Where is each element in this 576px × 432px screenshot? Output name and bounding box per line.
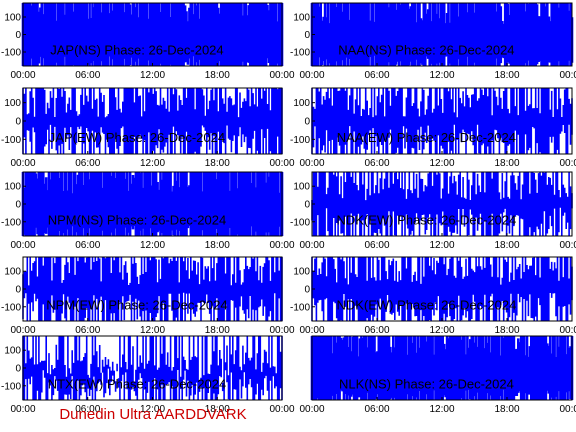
y-tick-label: -100 [1,135,21,146]
x-tick-label: 00:00 [10,404,35,415]
y-tick-label: 100 [293,13,310,24]
x-tick-label: 18:00 [205,70,230,81]
x-tick-label: 00:00 [269,404,294,415]
y-tick-label: -100 [1,48,21,59]
chart-panel-2: 100 0 -100 00:00 06:00 12:00 18:00 00:00 NAA(NS)… [290,2,576,81]
y-tick-label: 100 [4,13,21,24]
chart-panel-10: 00:00 06:00 12:00 18:00 00:00 NLK(NS) Phase: … [299,335,576,415]
x-tick-label: 12:00 [140,325,165,336]
plot-title: JAP(EW) Phase: 26-Dec-2024 [49,130,225,145]
y-tick-label: -100 [290,135,310,146]
x-tick-label: 06:00 [75,325,100,336]
x-tick-label: 00:00 [559,325,576,336]
x-tick-label: 00:00 [269,70,294,81]
x-tick-label: 00:00 [10,158,35,169]
x-tick-label: 18:00 [205,158,230,169]
x-tick-label: 12:00 [429,404,454,415]
plot-title: NTX(EW) Phase: 26-Dec-2024 [48,376,226,391]
x-tick-label: 06:00 [75,404,100,415]
x-tick-label: 18:00 [205,240,230,251]
x-tick-label: 18:00 [494,240,519,251]
x-tick-label: 12:00 [429,325,454,336]
x-tick-label: 12:00 [429,158,454,169]
plot-title: NDK(EW) Phase: 26-Dec-2024 [336,212,516,227]
x-tick-label: 00:00 [559,404,576,415]
plot-title: NAA(EW) Phase: 26-Dec-2024 [337,130,516,145]
x-tick-label: 12:00 [140,240,165,251]
y-tick-label: 100 [293,267,310,278]
x-tick-label: 18:00 [205,325,230,336]
y-tick-label: -100 [1,381,21,392]
plot-title: NPM(EW) Phase: 26-Dec-2024 [46,297,227,312]
x-tick-label: 00:00 [269,325,294,336]
x-tick-label: 00:00 [299,158,324,169]
y-tick-label: 100 [293,182,310,193]
x-tick-label: 00:00 [559,70,576,81]
x-tick-label: 18:00 [494,158,519,169]
plot-title: NPM(NS) Phase: 26-Dec-2024 [48,212,226,227]
footer-text: Dunedin Ultra AARDDVARK [59,406,246,423]
y-tick-label: -100 [290,217,310,228]
chart-panel-6: 100 0 -100 00:00 06:00 12:00 18:00 00:00 NDK(EW)… [290,171,576,251]
chart-panel-1: 100 0 -100 00:00 06:00 12:00 18:00 00:00 JAP(NS)… [1,2,295,81]
x-tick-label: 18:00 [205,404,230,415]
x-tick-label: 00:00 [299,240,324,251]
y-tick-label: 100 [293,98,310,109]
y-tick-label: 0 [15,117,21,128]
y-tick-label: 100 [4,98,21,109]
y-tick-label: 0 [15,285,21,296]
chart-panel-4: 100 0 -100 00:00 06:00 12:00 18:00 00:00 NAA(EW)… [290,87,576,169]
x-tick-label: 18:00 [494,325,519,336]
x-tick-label: 00:00 [299,70,324,81]
x-tick-label: 00:00 [269,158,294,169]
x-tick-label: 00:00 [559,158,576,169]
x-tick-label: 00:00 [299,404,324,415]
y-tick-label: 0 [15,200,21,211]
y-tick-label: 0 [304,200,310,211]
y-tick-label: 100 [4,182,21,193]
plot-title: JAP(NS) Phase: 26-Dec-2024 [50,43,223,58]
y-tick-label: -100 [1,217,21,228]
chart-panel-7: 100 0 -100 00:00 06:00 12:00 18:00 00:00 NPM(EW)… [1,256,295,336]
x-tick-label: 06:00 [364,325,389,336]
plot-title: NAA(NS) Phase: 26-Dec-2024 [338,43,514,58]
chart-panel-9: 100 0 -100 00:00 06:00 12:00 18:00 00:00 NTX(EW)… [1,335,295,415]
y-tick-label: 0 [15,30,21,41]
chart-panel-8: 100 0 -100 00:00 06:00 12:00 18:00 00:00 NDK(EW)… [290,256,576,336]
x-tick-label: 06:00 [364,158,389,169]
y-tick-label: 0 [304,30,310,41]
x-tick-label: 06:00 [364,404,389,415]
x-tick-label: 06:00 [75,240,100,251]
y-tick-label: -100 [290,302,310,313]
plot-title: NLK(NS) Phase: 26-Dec-2024 [339,376,514,391]
x-tick-label: 18:00 [494,70,519,81]
chart-panel-5: 100 0 -100 00:00 06:00 12:00 18:00 00:00 NPM(NS)… [1,171,295,251]
x-tick-label: 06:00 [75,70,100,81]
x-tick-label: 00:00 [299,325,324,336]
y-tick-label: 0 [304,117,310,128]
y-tick-label: 100 [4,346,21,357]
plot-title: NDK(EW) Phase: 26-Dec-2024 [336,297,516,312]
x-tick-label: 00:00 [10,240,35,251]
x-tick-label: 06:00 [75,158,100,169]
x-tick-label: 00:00 [10,325,35,336]
y-tick-label: -100 [290,48,310,59]
y-tick-label: 100 [4,267,21,278]
x-tick-label: 12:00 [140,158,165,169]
x-tick-label: 18:00 [494,404,519,415]
x-tick-label: 12:00 [140,404,165,415]
x-tick-label: 06:00 [364,70,389,81]
x-tick-label: 06:00 [364,240,389,251]
x-tick-label: 00:00 [10,70,35,81]
y-tick-label: 0 [304,285,310,296]
x-tick-label: 12:00 [429,70,454,81]
x-tick-label: 12:00 [429,240,454,251]
chart-panel-3: 100 0 -100 00:00 06:00 12:00 18:00 00:00 JAP(EW)… [1,87,295,169]
x-tick-label: 00:00 [269,240,294,251]
y-tick-label: -100 [1,302,21,313]
y-tick-label: 0 [15,364,21,375]
x-tick-label: 00:00 [559,240,576,251]
x-tick-label: 12:00 [140,70,165,81]
